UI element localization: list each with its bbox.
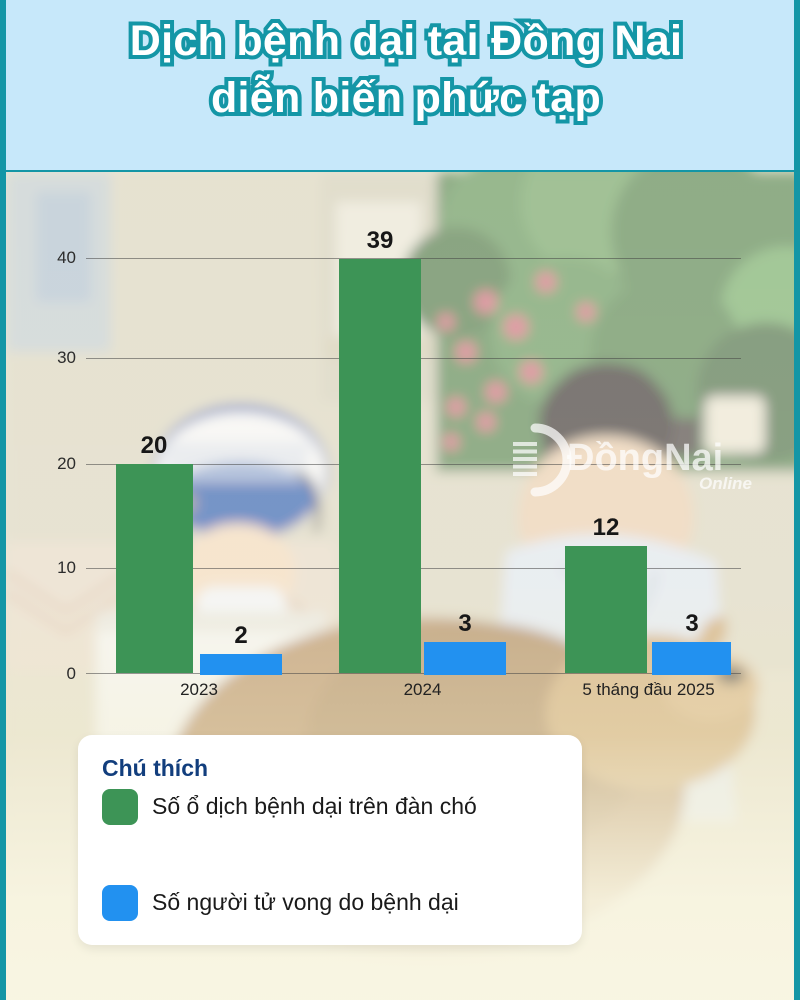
svg-text:Online: Online (699, 474, 752, 493)
svg-text:ĐồngNai: ĐồngNai (567, 437, 723, 479)
